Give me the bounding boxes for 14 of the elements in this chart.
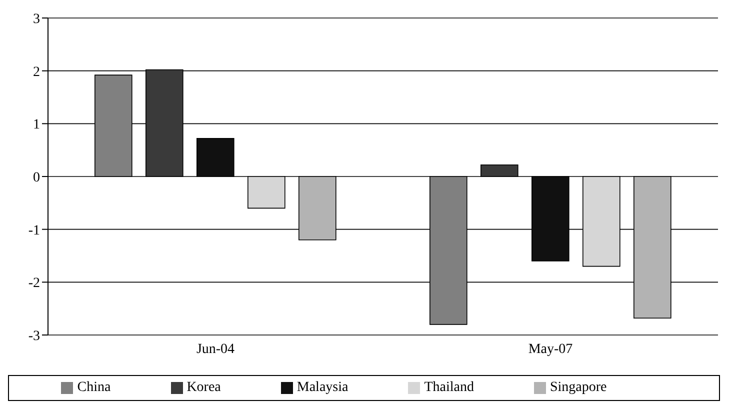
- y-tick-label: 1: [33, 118, 40, 133]
- legend-label: China: [77, 380, 111, 395]
- y-tick-label: 2: [33, 64, 40, 80]
- x-tick-label: Jun-04: [196, 342, 235, 357]
- y-tick-label: 3: [33, 12, 40, 27]
- legend-label: Malaysia: [296, 380, 348, 395]
- legend-label: Korea: [186, 380, 221, 395]
- y-tick-label: -2: [28, 276, 40, 292]
- y-tick-label: -3: [28, 328, 40, 344]
- legend-label: Thailand: [424, 380, 474, 395]
- y-tick-label: 0: [33, 170, 40, 186]
- x-tick-label: May-07: [528, 342, 573, 357]
- y-tick-label: -1: [28, 223, 40, 238]
- legend-label: Singapore: [550, 380, 607, 395]
